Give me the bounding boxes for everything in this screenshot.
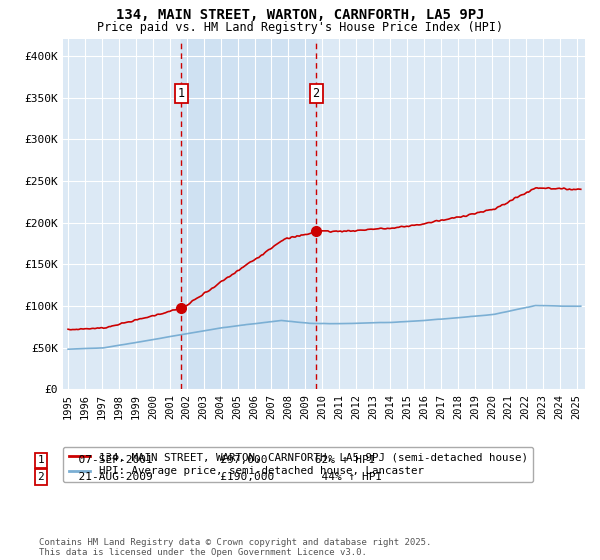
Text: 2: 2	[313, 87, 320, 100]
Text: Price paid vs. HM Land Registry's House Price Index (HPI): Price paid vs. HM Land Registry's House …	[97, 21, 503, 34]
Text: 1: 1	[37, 455, 44, 465]
Text: 134, MAIN STREET, WARTON, CARNFORTH, LA5 9PJ: 134, MAIN STREET, WARTON, CARNFORTH, LA5…	[116, 8, 484, 22]
Legend: 134, MAIN STREET, WARTON, CARNFORTH, LA5 9PJ (semi-detached house), HPI: Average: 134, MAIN STREET, WARTON, CARNFORTH, LA5…	[63, 447, 533, 482]
Bar	[181, 39, 316, 389]
Text: 1: 1	[178, 87, 185, 100]
Text: Contains HM Land Registry data © Crown copyright and database right 2025.
This d: Contains HM Land Registry data © Crown c…	[39, 538, 431, 557]
Text: 07-SEP-2001          £97,000       62% ↑ HPI: 07-SEP-2001 £97,000 62% ↑ HPI	[65, 455, 376, 465]
Text: 2: 2	[37, 472, 44, 482]
Text: 21-AUG-2009          £190,000       44% ↑ HPI: 21-AUG-2009 £190,000 44% ↑ HPI	[65, 472, 382, 482]
